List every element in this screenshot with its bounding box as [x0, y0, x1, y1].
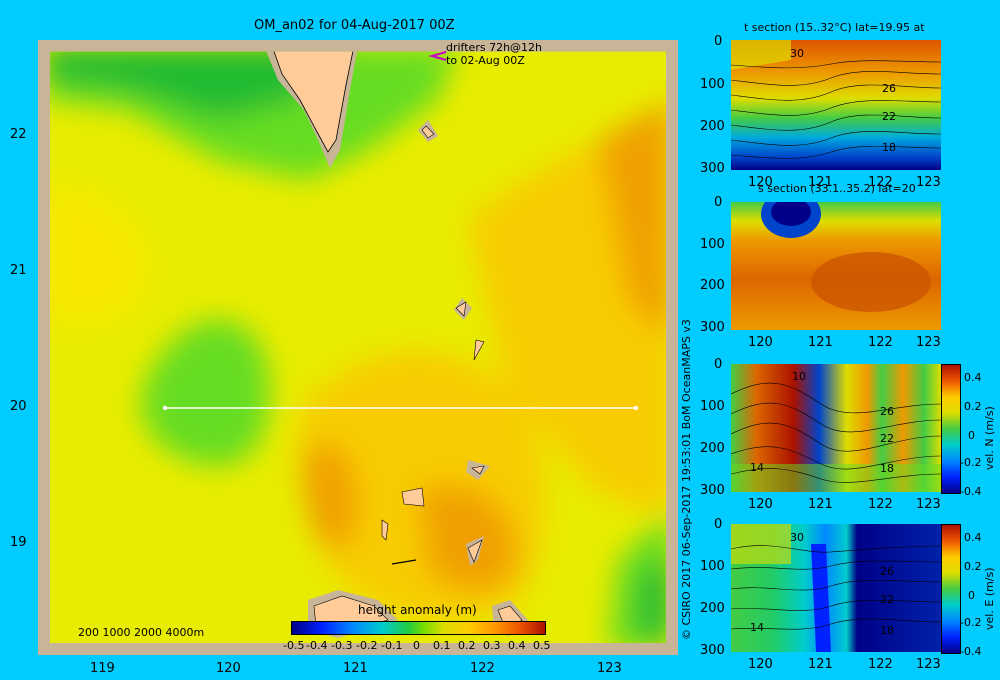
vel-e-cbar-tick: 0.2 [964, 560, 982, 573]
n-contour-label: 18 [880, 462, 894, 475]
vel-e-colorbar [941, 524, 961, 654]
height-anomaly-map [38, 40, 678, 655]
panel-y-tick: 0 [714, 34, 723, 49]
t-contour-label: 22 [882, 110, 896, 123]
colorbar-tick: -0.4 [306, 639, 328, 652]
t-section-plot [731, 40, 941, 170]
n-contour-label: 10 [792, 370, 806, 383]
panel-x-tick: 123 [916, 657, 941, 672]
vel-n-cbar-tick: 0.4 [964, 371, 982, 384]
panel-x-tick: 121 [808, 657, 833, 672]
panel-x-tick: 121 [808, 497, 833, 512]
colorbar-tick: 0.2 [458, 639, 476, 652]
map-x-tick: 120 [216, 661, 241, 676]
map-x-tick: 121 [343, 661, 368, 676]
panel-y-tick: 300 [700, 161, 725, 176]
panel-y-tick: 200 [700, 119, 725, 134]
n-contour-label: 14 [750, 461, 764, 474]
colorbar-tick: 0.4 [508, 639, 526, 652]
panel-y-tick: 300 [700, 483, 725, 498]
panel-x-tick: 120 [748, 657, 773, 672]
drifter-track [428, 51, 447, 61]
map-y-tick: 22 [10, 127, 27, 142]
panel-y-tick: 0 [714, 517, 723, 532]
panel-x-tick: 122 [868, 175, 893, 190]
map-x-tick: 122 [470, 661, 495, 676]
n-contour-label: 22 [880, 432, 894, 445]
panel-x-tick: 121 [808, 335, 833, 350]
colorbar-title: height anomaly (m) [358, 603, 477, 617]
colorbar-tick: -0.2 [356, 639, 378, 652]
t-contour-label: 30 [790, 47, 804, 60]
panel-x-tick: 121 [808, 175, 833, 190]
panel-y-tick: 200 [700, 278, 725, 293]
colorbar-tick: -0.1 [381, 639, 403, 652]
map-y-tick: 19 [10, 535, 27, 550]
vel-n-cbar-tick: -0.4 [960, 485, 982, 498]
s-section-title: s section (33.1..35.2) lat=20 [758, 182, 916, 195]
e-contour-label: 14 [750, 621, 764, 634]
panel-x-tick: 122 [868, 657, 893, 672]
colorbar-tick: 0.3 [483, 639, 501, 652]
panel-y-tick: 300 [700, 643, 725, 658]
vel-e-cbar-tick: 0 [968, 589, 975, 602]
panel-y-tick: 100 [700, 399, 725, 414]
panel-x-tick: 123 [916, 497, 941, 512]
t-contour-label: 26 [882, 82, 896, 95]
colorbar-tick: -0.3 [331, 639, 353, 652]
panel-x-tick: 120 [748, 335, 773, 350]
colorbar-tick: 0.1 [433, 639, 451, 652]
panel-x-tick: 122 [868, 497, 893, 512]
vel-e-cbar-tick: -0.2 [960, 616, 982, 629]
map-x-tick: 123 [597, 661, 622, 676]
s-section-plot [731, 202, 941, 330]
panel-y-tick: 100 [700, 559, 725, 574]
colorbar-tick: -0.5 [283, 639, 305, 652]
e-contour-label: 30 [790, 531, 804, 544]
map-x-tick: 119 [90, 661, 115, 676]
panel-y-tick: 100 [700, 77, 725, 92]
panel-x-tick: 120 [748, 497, 773, 512]
vel-e-cbar-label: vel. E (m/s) [983, 567, 996, 630]
vel-n-colorbar [941, 364, 961, 494]
panel-y-tick: 0 [714, 357, 723, 372]
map-y-tick: 21 [10, 263, 27, 278]
credit-text: © CSIRO 2017 06-Sep-2017 19:53:01 BoM Oc… [680, 319, 693, 640]
colorbar-tick: 0 [413, 639, 420, 652]
n-contour-label: 26 [880, 405, 894, 418]
panel-y-tick: 300 [700, 320, 725, 335]
vel-n-cbar-tick: 0.2 [964, 400, 982, 413]
panel-y-tick: 200 [700, 601, 725, 616]
panel-y-tick: 100 [700, 237, 725, 252]
vel-n-section-plot [731, 364, 941, 492]
panel-y-tick: 0 [714, 195, 723, 210]
vel-e-section-plot [731, 524, 941, 652]
t-contour-label: 18 [882, 141, 896, 154]
main-title: OM_an02 for 04-Aug-2017 00Z [254, 18, 455, 33]
colorbar-tick: 0.5 [533, 639, 551, 652]
drifter-note-line2: to 02-Aug 00Z [446, 54, 525, 67]
depth-legend: 200 1000 2000 4000m [78, 626, 205, 639]
panel-y-tick: 200 [700, 441, 725, 456]
vel-n-cbar-label: vel. N (m/s) [983, 406, 996, 470]
map-y-tick: 20 [10, 399, 27, 414]
vel-e-cbar-tick: 0.4 [964, 531, 982, 544]
e-contour-label: 18 [880, 624, 894, 637]
vel-n-cbar-tick: -0.2 [960, 456, 982, 469]
drifter-note-line1: drifters 72h@12h [446, 41, 543, 54]
panel-x-tick: 123 [916, 175, 941, 190]
vel-n-cbar-tick: 0 [968, 429, 975, 442]
panel-x-tick: 123 [916, 335, 941, 350]
panel-x-tick: 122 [868, 335, 893, 350]
e-contour-label: 26 [880, 565, 894, 578]
panel-x-tick: 120 [748, 175, 773, 190]
e-contour-label: 22 [880, 593, 894, 606]
vel-e-cbar-tick: -0.4 [960, 645, 982, 658]
height-colorbar [291, 621, 546, 635]
t-section-title: t section (15..32°C) lat=19.95 at [744, 21, 925, 34]
